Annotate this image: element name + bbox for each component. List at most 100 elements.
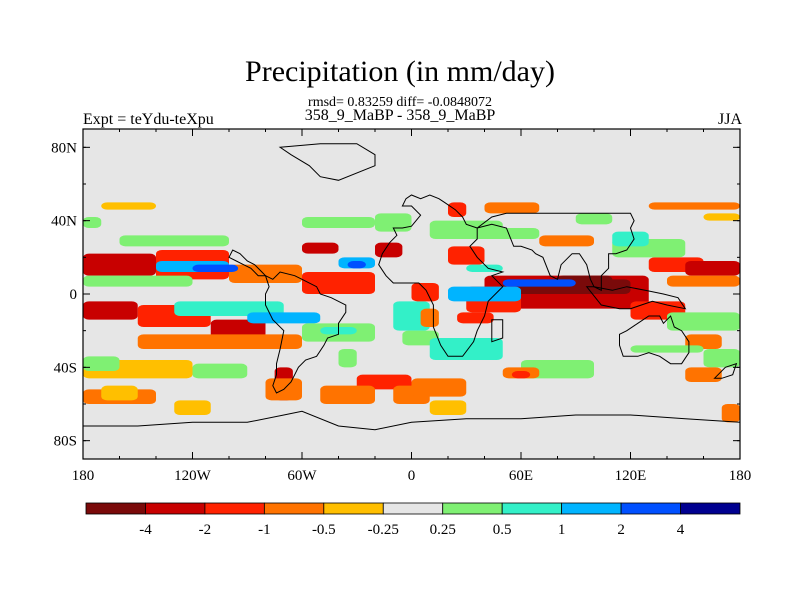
- precip-band: [402, 330, 439, 346]
- x-tick-label: 180: [729, 468, 752, 484]
- precip-band: [420, 308, 439, 327]
- y-tick-label: 80N: [51, 140, 77, 156]
- precip-band: [448, 286, 521, 302]
- precip-band: [320, 385, 375, 404]
- x-tick-label: 60W: [287, 468, 317, 484]
- precip-band: [192, 363, 248, 379]
- precip-band: [448, 246, 485, 265]
- colorbar-label: 4: [677, 522, 685, 538]
- precip-band: [429, 338, 503, 360]
- season-label: JJA: [717, 111, 742, 128]
- precip-band: [302, 217, 375, 228]
- precip-band: [83, 217, 102, 228]
- x-tick-label: 120W: [174, 468, 212, 484]
- x-tick-label: 120E: [615, 468, 647, 484]
- precip-band: [411, 378, 467, 397]
- chart-stats: rmsd= 0.83259 diff= -0.0848072: [308, 95, 492, 110]
- colorbar: -4 -2 -1 -0.5 -0.25 0.25 0.5 1 2 4: [85, 502, 741, 538]
- colorbar-box: [85, 502, 146, 515]
- precip-band: [484, 228, 540, 239]
- colorbar-label: -1: [258, 522, 271, 538]
- precip-band: [210, 319, 266, 338]
- precip-band: [356, 374, 412, 390]
- colorbar-label: 2: [617, 522, 625, 538]
- precip-band: [101, 202, 156, 210]
- experiment-label: Expt = teYdu-teXpu: [83, 111, 214, 128]
- colorbar-label: -0.5: [312, 522, 336, 538]
- precip-band: [347, 261, 366, 269]
- precip-band: [247, 312, 321, 324]
- coastlines: [83, 143, 740, 459]
- precip-band: [411, 283, 439, 302]
- precip-band: [229, 264, 302, 283]
- precip-band: [429, 400, 467, 415]
- precip-band: [338, 349, 357, 368]
- colorbar-box: [323, 502, 384, 515]
- coastline-indonesia: [585, 286, 687, 310]
- map-area: [83, 129, 740, 459]
- precip-band: [667, 312, 740, 331]
- colorbar-box: [561, 502, 622, 515]
- precip-band: [393, 301, 430, 331]
- coastline-central-america: [228, 249, 267, 277]
- precip-band: [375, 213, 412, 232]
- colorbar-box: [263, 502, 325, 515]
- colorbar-box: [620, 502, 681, 515]
- precip-field: [83, 202, 740, 423]
- precip-band: [174, 400, 211, 415]
- colorbar-label: -0.25: [368, 522, 399, 538]
- chart-cases: 358_9_MaBP - 358_9_MaBP: [304, 107, 496, 124]
- colorbar-label: 0.5: [493, 522, 512, 538]
- precip-band: [511, 371, 531, 379]
- coastline-antarctica: [83, 410, 740, 459]
- precip-band: [83, 301, 138, 320]
- precip-band: [575, 213, 613, 225]
- precip-band: [502, 279, 576, 287]
- colorbar-box: [204, 502, 265, 515]
- colorbar-label: 1: [558, 522, 566, 538]
- coastline-africa-europe-asia: [378, 194, 505, 357]
- colorbar-box: [680, 502, 741, 515]
- precip-band: [667, 275, 740, 287]
- precip-band: [685, 261, 740, 276]
- precip-band: [302, 272, 375, 294]
- precip-band: [101, 385, 138, 401]
- y-tick-label: 80S: [54, 434, 77, 450]
- coastline-greenland-iceland: [278, 143, 376, 181]
- precip-band: [448, 202, 467, 217]
- precip-band: [648, 202, 740, 210]
- colorbar-box: [382, 502, 444, 515]
- chart-title: Precipitation (in mm/day): [245, 55, 555, 88]
- colorbar-box: [442, 502, 503, 515]
- x-tick-label: 0: [408, 468, 416, 484]
- precip-band: [83, 356, 120, 371]
- precip-band: [703, 213, 740, 221]
- precip-band: [83, 275, 193, 287]
- coastline-middle-east-south-asia: [476, 212, 635, 292]
- coastline-south-america: [264, 271, 347, 394]
- colorbar-label: -2: [199, 522, 212, 538]
- x-tick-label: 60E: [509, 468, 533, 484]
- precip-band: [612, 231, 649, 247]
- y-tick-label: 40S: [54, 360, 77, 376]
- colorbar-label: -4: [139, 522, 152, 538]
- precip-band: [457, 312, 494, 324]
- precip-band: [137, 334, 302, 349]
- precip-band: [539, 235, 594, 247]
- y-tick-label: 40N: [51, 214, 77, 230]
- precip-band: [630, 345, 704, 353]
- coastline-madagascar: [491, 319, 504, 343]
- precip-band: [484, 202, 540, 214]
- coastline-australia: [619, 315, 690, 365]
- precip-band: [83, 253, 156, 276]
- precip-band: [302, 242, 339, 254]
- colorbar-label: 0.25: [430, 522, 456, 538]
- colorbar-box: [501, 502, 563, 515]
- precip-band: [685, 367, 722, 382]
- precip-band: [192, 264, 239, 272]
- precip-band: [119, 235, 229, 247]
- precip-band: [721, 404, 740, 423]
- x-tick-label: 180: [72, 468, 95, 484]
- precip-band: [703, 349, 740, 368]
